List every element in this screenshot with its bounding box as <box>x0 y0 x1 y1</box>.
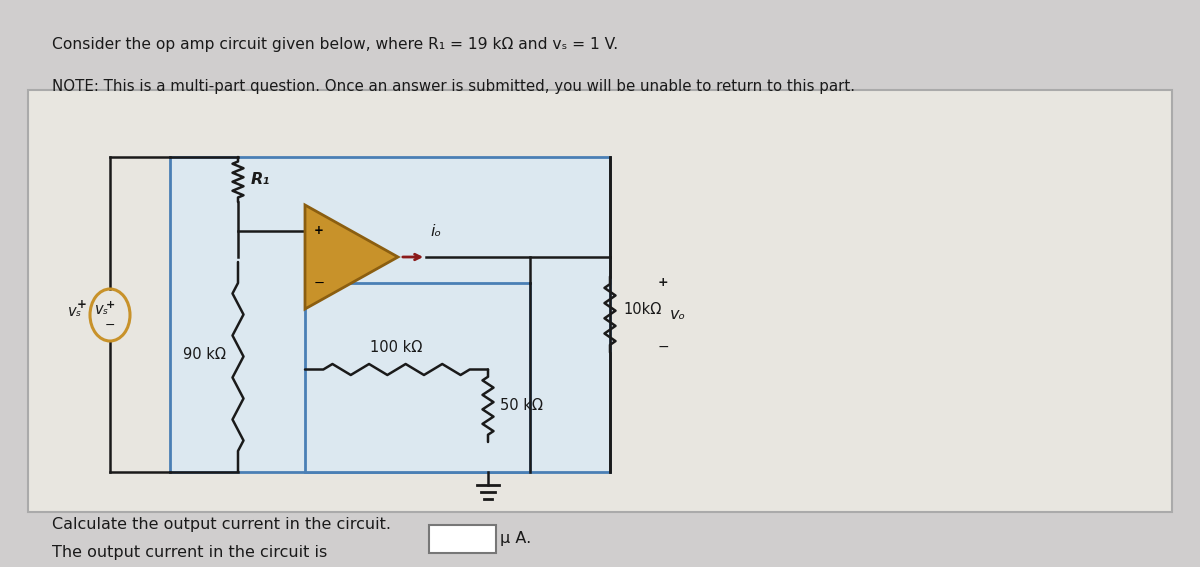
Text: vₒ: vₒ <box>670 307 686 322</box>
Text: +: + <box>77 298 86 311</box>
FancyBboxPatch shape <box>305 283 530 472</box>
FancyBboxPatch shape <box>430 525 496 553</box>
Text: +: + <box>106 300 115 310</box>
Text: μ A.: μ A. <box>500 531 532 547</box>
Polygon shape <box>305 205 398 309</box>
Text: Consider the op amp circuit given below, where R₁ = 19 kΩ and vₛ = 1 V.: Consider the op amp circuit given below,… <box>52 37 618 52</box>
Text: 10kΩ: 10kΩ <box>623 302 661 317</box>
Text: 90 kΩ: 90 kΩ <box>184 347 226 362</box>
Text: R₁: R₁ <box>251 172 270 187</box>
Text: vₛ: vₛ <box>68 303 82 319</box>
Text: iₒ: iₒ <box>430 224 442 239</box>
Text: vₛ: vₛ <box>95 303 109 318</box>
Text: The output current in the circuit is: The output current in the circuit is <box>52 545 328 560</box>
FancyBboxPatch shape <box>170 157 610 472</box>
Text: NOTE: This is a multi-part question. Once an answer is submitted, you will be un: NOTE: This is a multi-part question. Onc… <box>52 79 854 94</box>
Text: Calculate the output current in the circuit.: Calculate the output current in the circ… <box>52 517 391 532</box>
Text: +: + <box>658 276 668 289</box>
Text: 50 kΩ: 50 kΩ <box>500 398 542 413</box>
Text: −: − <box>658 340 670 353</box>
Text: 100 kΩ: 100 kΩ <box>371 341 422 356</box>
Text: −: − <box>314 277 325 290</box>
Text: +: + <box>314 225 324 238</box>
FancyBboxPatch shape <box>28 90 1172 512</box>
Text: −: − <box>104 319 115 332</box>
